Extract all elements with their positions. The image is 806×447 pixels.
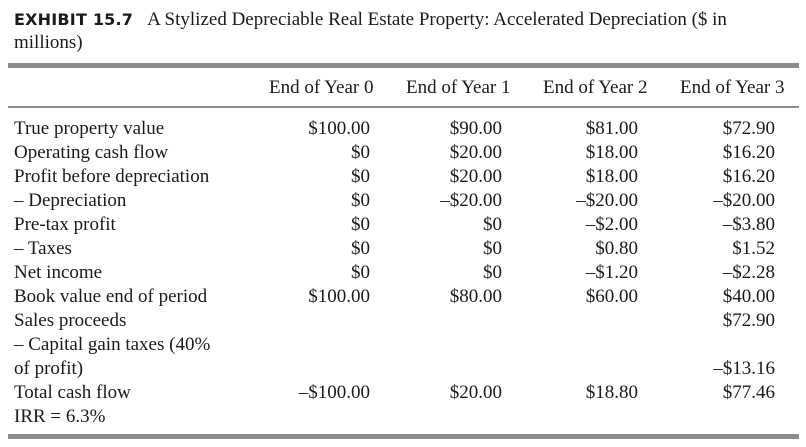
table-row: Profit before depreciation $0 $20.00 $18.00… bbox=[0, 165, 806, 189]
cell-year-3: $1.52 bbox=[732, 238, 775, 259]
cell-year-2: $0.80 bbox=[595, 238, 638, 259]
cell-year-0: $0 bbox=[351, 142, 370, 163]
cell-year-1: $20.00 bbox=[449, 142, 502, 163]
bottom-rule bbox=[8, 434, 799, 439]
cell-year-1: $0 bbox=[483, 238, 502, 259]
cell-year-2: $18.00 bbox=[585, 142, 638, 163]
cell-year-0: $0 bbox=[351, 238, 370, 259]
cell-year-3: –$2.28 bbox=[722, 262, 775, 283]
row-label-pre-tax-profit: Pre-tax profit bbox=[14, 214, 116, 235]
cell-year-3: –$3.80 bbox=[722, 214, 775, 235]
table-row: Sales proceeds $72.90 bbox=[0, 309, 806, 333]
header-rule bbox=[8, 106, 799, 108]
row-label-net-income: Net income bbox=[14, 262, 103, 283]
row-label-book-value-end-of-period: Book value end of period bbox=[14, 286, 208, 307]
cell-year-1: $80.00 bbox=[449, 286, 502, 307]
cell-year-3: $72.90 bbox=[722, 310, 775, 331]
cell-year-3: –$13.16 bbox=[713, 358, 775, 379]
column-header-year-0: End of Year 0 bbox=[269, 77, 374, 98]
cell-year-3: $16.20 bbox=[722, 142, 775, 163]
exhibit-title: EXHIBIT 15.7 A Stylized Depreciable Real … bbox=[14, 8, 799, 54]
table-row: Net income $0 $0 –$1.20 –$2.28 bbox=[0, 261, 806, 285]
top-rule bbox=[8, 63, 799, 68]
row-label-capital-gain-taxes-40: – Capital gain taxes (40% bbox=[14, 334, 211, 355]
row-label-operating-cash-flow: Operating cash flow bbox=[14, 142, 169, 163]
row-label-depreciation: – Depreciation bbox=[14, 190, 127, 211]
cell-year-2: $60.00 bbox=[585, 286, 638, 307]
cell-year-0: $0 bbox=[351, 214, 370, 235]
row-label-profit-before-depreciation: Profit before depreciation bbox=[14, 166, 210, 187]
row-label-taxes: – Taxes bbox=[14, 238, 72, 259]
row-label-true-property-value: True property value bbox=[14, 118, 165, 139]
cell-year-2: $18.00 bbox=[585, 166, 638, 187]
exhibit-label: EXHIBIT 15.7 bbox=[14, 10, 134, 29]
cell-year-2: –$20.00 bbox=[576, 190, 638, 211]
table-row: – Depreciation $0 –$20.00 –$20.00 –$20.00 bbox=[0, 189, 806, 213]
row-label-irr-6-3: IRR = 6.3% bbox=[14, 406, 106, 427]
cell-year-3: $40.00 bbox=[722, 286, 775, 307]
table-row: – Taxes $0 $0 $0.80 $1.52 bbox=[0, 237, 806, 261]
cell-year-1: $20.00 bbox=[449, 382, 502, 403]
exhibit-caption: A Stylized Depreciable Real Estate Prope… bbox=[14, 9, 727, 53]
cell-year-3: $72.90 bbox=[722, 118, 775, 139]
cell-year-0: $0 bbox=[351, 262, 370, 283]
row-label-sales-proceeds: Sales proceeds bbox=[14, 310, 127, 331]
cell-year-1: –$20.00 bbox=[440, 190, 502, 211]
row-label-of-profit: of profit) bbox=[14, 358, 84, 379]
column-header-year-1: End of Year 1 bbox=[406, 77, 511, 98]
cell-year-1: $0 bbox=[483, 262, 502, 283]
table-row: Book value end of period $100.00 $80.00 $60… bbox=[0, 285, 806, 309]
cell-year-0: $100.00 bbox=[308, 118, 370, 139]
cell-year-1: $90.00 bbox=[449, 118, 502, 139]
cell-year-0: $100.00 bbox=[308, 286, 370, 307]
table-row: True property value $100.00 $90.00 $81.00 $7… bbox=[0, 117, 806, 141]
cell-year-3: $77.46 bbox=[722, 382, 775, 403]
cell-year-2: $81.00 bbox=[585, 118, 638, 139]
table-row: IRR = 6.3% bbox=[0, 405, 806, 429]
cell-year-3: –$20.00 bbox=[713, 190, 775, 211]
column-header-year-3: End of Year 3 bbox=[680, 77, 785, 98]
cell-year-2: –$1.20 bbox=[585, 262, 638, 283]
cell-year-0: $0 bbox=[351, 166, 370, 187]
cell-year-2: –$2.00 bbox=[585, 214, 638, 235]
cell-year-0: $0 bbox=[351, 190, 370, 211]
table-row: – Capital gain taxes (40% bbox=[0, 333, 806, 357]
table-row: of profit) –$13.16 bbox=[0, 357, 806, 381]
cell-year-3: $16.20 bbox=[722, 166, 775, 187]
table-row: Operating cash flow $0 $20.00 $18.00 $16.20 bbox=[0, 141, 806, 165]
column-header-year-2: End of Year 2 bbox=[543, 77, 648, 98]
cell-year-0: –$100.00 bbox=[298, 382, 370, 403]
cell-year-1: $0 bbox=[483, 214, 502, 235]
cell-year-2: $18.80 bbox=[585, 382, 638, 403]
row-label-total-cash-flow: Total cash flow bbox=[14, 382, 131, 403]
cell-year-1: $20.00 bbox=[449, 166, 502, 187]
table-row: Total cash flow –$100.00 $20.00 $18.80 $77.4… bbox=[0, 381, 806, 405]
table-row: Pre-tax profit $0 $0 –$2.00 –$3.80 bbox=[0, 213, 806, 237]
